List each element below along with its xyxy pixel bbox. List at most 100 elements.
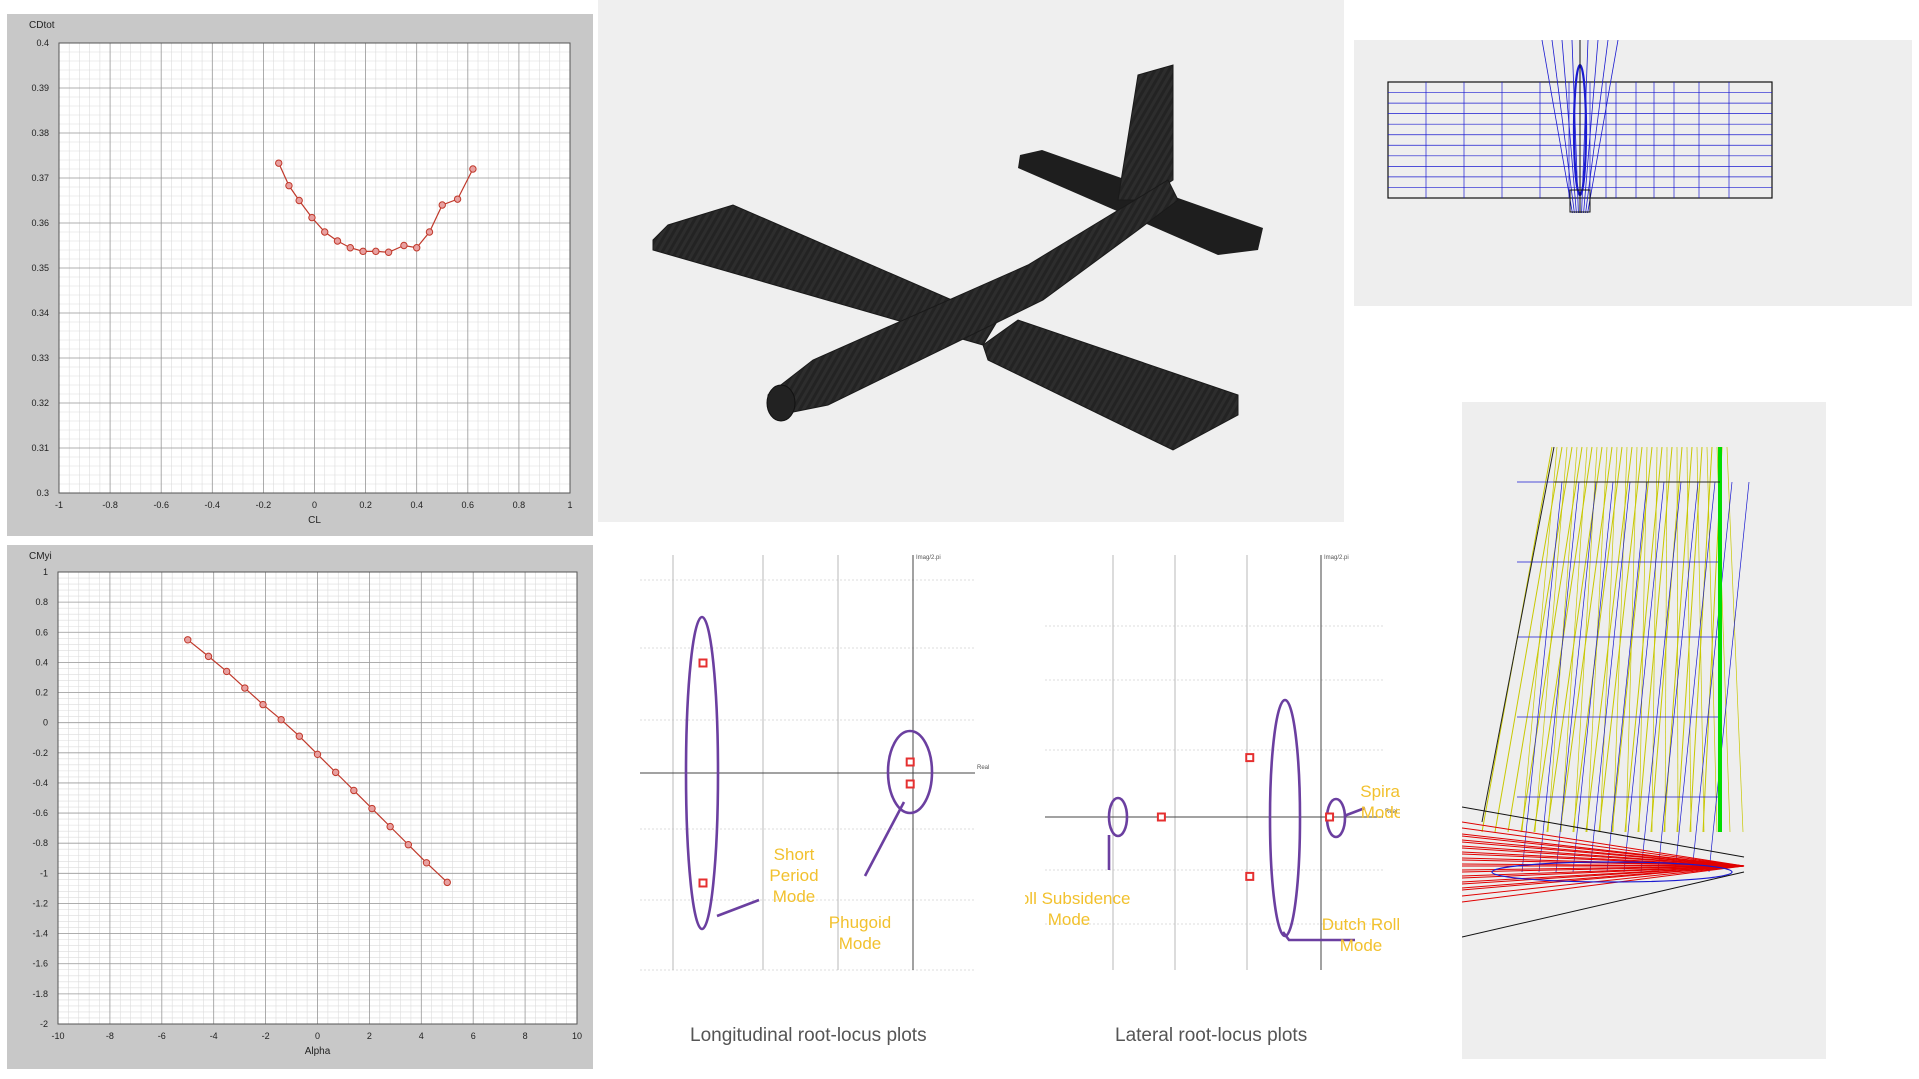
x-tick-label: 0.4 [410, 500, 423, 510]
y-tick-label: -1.6 [32, 959, 48, 969]
mesh-yellow-line [1689, 446, 1713, 833]
plot-frame [57, 571, 578, 1025]
y-tick-label: -0.2 [32, 748, 48, 758]
x-tick-label: 10 [572, 1031, 582, 1041]
mode-ring [1107, 796, 1129, 838]
tail-panel-mesh-image [1461, 446, 1750, 938]
mesh-tail-line [1587, 39, 1619, 214]
pole-marker [905, 779, 915, 789]
data-point [308, 213, 316, 222]
data-point [275, 159, 283, 167]
y-tick-label: 0.4 [36, 38, 49, 48]
mesh-yellow-line [1624, 446, 1663, 833]
y-tick-label: -1 [40, 868, 48, 878]
mesh-blue-spar [1657, 481, 1699, 873]
right-wing [982, 319, 1239, 451]
y-tick-label: 0.33 [31, 353, 49, 363]
vertical-fin [1117, 64, 1174, 201]
y-tick-label: -0.4 [32, 778, 48, 788]
y-tick-label: 0.37 [31, 173, 49, 183]
tail-mesh-panel [1461, 402, 1826, 1059]
cd-vs-cl-chart: -1 -0.8 -0.6 -0.4 -0.2 0 0.2 0.4 0.6 0.8 1 0.3 0.31 0… [29, 20, 573, 526]
mesh-yellow-line [1507, 446, 1573, 833]
mesh-red-line [1461, 865, 1745, 877]
wing-mesh-panel [1354, 39, 1912, 306]
mesh-tail-line [1583, 39, 1599, 214]
outline-line [1461, 806, 1745, 858]
data-point [333, 237, 342, 245]
longitudinal-root-locus-plot: Real Imag/2.pi Short Period Mode Phugoid Mode [640, 555, 989, 971]
y-axis-label: CMyi [29, 551, 52, 562]
pole-marker [698, 658, 708, 668]
x-tick-label: 2 [367, 1031, 372, 1041]
mesh-blue-spar [1555, 481, 1597, 873]
mesh-blue-spar [1640, 481, 1682, 873]
pole-marker [1245, 753, 1255, 763]
data-point [204, 652, 213, 661]
data-point [346, 244, 354, 252]
mesh-yellow-line [1572, 446, 1623, 833]
mesh-yellow-line [1676, 446, 1703, 833]
data-point [422, 859, 431, 867]
mesh-yellow-line [1598, 446, 1643, 833]
data-point [222, 667, 231, 676]
pole-marker [905, 757, 915, 767]
leader-line [1343, 806, 1366, 818]
y-tick-label: 0.2 [35, 688, 48, 698]
mode-label: Mode [839, 934, 882, 953]
mesh-tail-line [1551, 39, 1575, 214]
y-tick-label: 0.36 [31, 218, 49, 228]
y-tick-label: 0.39 [31, 83, 49, 93]
mesh-red-line [1461, 841, 1745, 867]
y-tick-label: -1.4 [32, 929, 48, 939]
data-point [469, 165, 477, 173]
mesh-yellow-line [1494, 446, 1563, 833]
y-tick-label: 0.3 [36, 488, 49, 498]
x-tick-label: 0 [312, 500, 317, 510]
data-point [413, 244, 421, 252]
x-tick-label: -6 [158, 1031, 166, 1041]
x-tick-label: -0.6 [153, 500, 169, 510]
x-tick-label: -0.4 [205, 500, 221, 510]
y-tick-label: -2 [40, 1019, 48, 1029]
mesh-blue-spar [1691, 481, 1733, 873]
y-tick-label: 0.31 [31, 443, 49, 453]
pole-marker [1245, 871, 1255, 881]
data-point [372, 247, 380, 256]
data-point [368, 804, 376, 813]
real-axis-label: Real [977, 765, 989, 771]
mesh-red-line [1461, 865, 1745, 903]
data-point [184, 636, 192, 644]
mesh-red-line [1461, 853, 1745, 867]
mode-label: Phugoid [829, 913, 891, 932]
mesh-red-line [1461, 847, 1745, 867]
mesh-yellow-line [1520, 446, 1583, 833]
real-axis-label: Real [1385, 809, 1397, 815]
series-line [278, 162, 474, 253]
x-tick-label: 0.6 [462, 500, 475, 510]
mode-label: Spiral [1360, 782, 1400, 801]
mode-label: Mode [1340, 936, 1383, 955]
x-tick-label: 8 [523, 1031, 528, 1041]
x-tick-label: 0.2 [359, 500, 372, 510]
data-point [321, 228, 329, 236]
y-tick-label: 0.34 [31, 308, 49, 318]
mesh-red-line [1461, 865, 1745, 889]
pole-marker [1156, 812, 1166, 822]
plot-frame [58, 42, 571, 494]
mesh-red-line [1461, 821, 1745, 867]
mesh-red-line [1461, 863, 1745, 867]
fuselage-nose [766, 384, 796, 422]
mesh-blue-spar [1623, 481, 1665, 873]
mode-ring [886, 729, 934, 815]
data-point [386, 822, 394, 831]
mesh-blue-spar [1674, 481, 1716, 873]
data-point [425, 228, 434, 236]
fuselage [767, 179, 1179, 416]
x-tick-label: 0.8 [513, 500, 526, 510]
mesh-blue-spar [1572, 481, 1614, 873]
mesh-tail-line [1541, 39, 1573, 214]
x-tick-label: -8 [106, 1031, 114, 1041]
x-tick-label: -4 [210, 1031, 218, 1041]
mesh-yellow-diag [1726, 446, 1744, 833]
